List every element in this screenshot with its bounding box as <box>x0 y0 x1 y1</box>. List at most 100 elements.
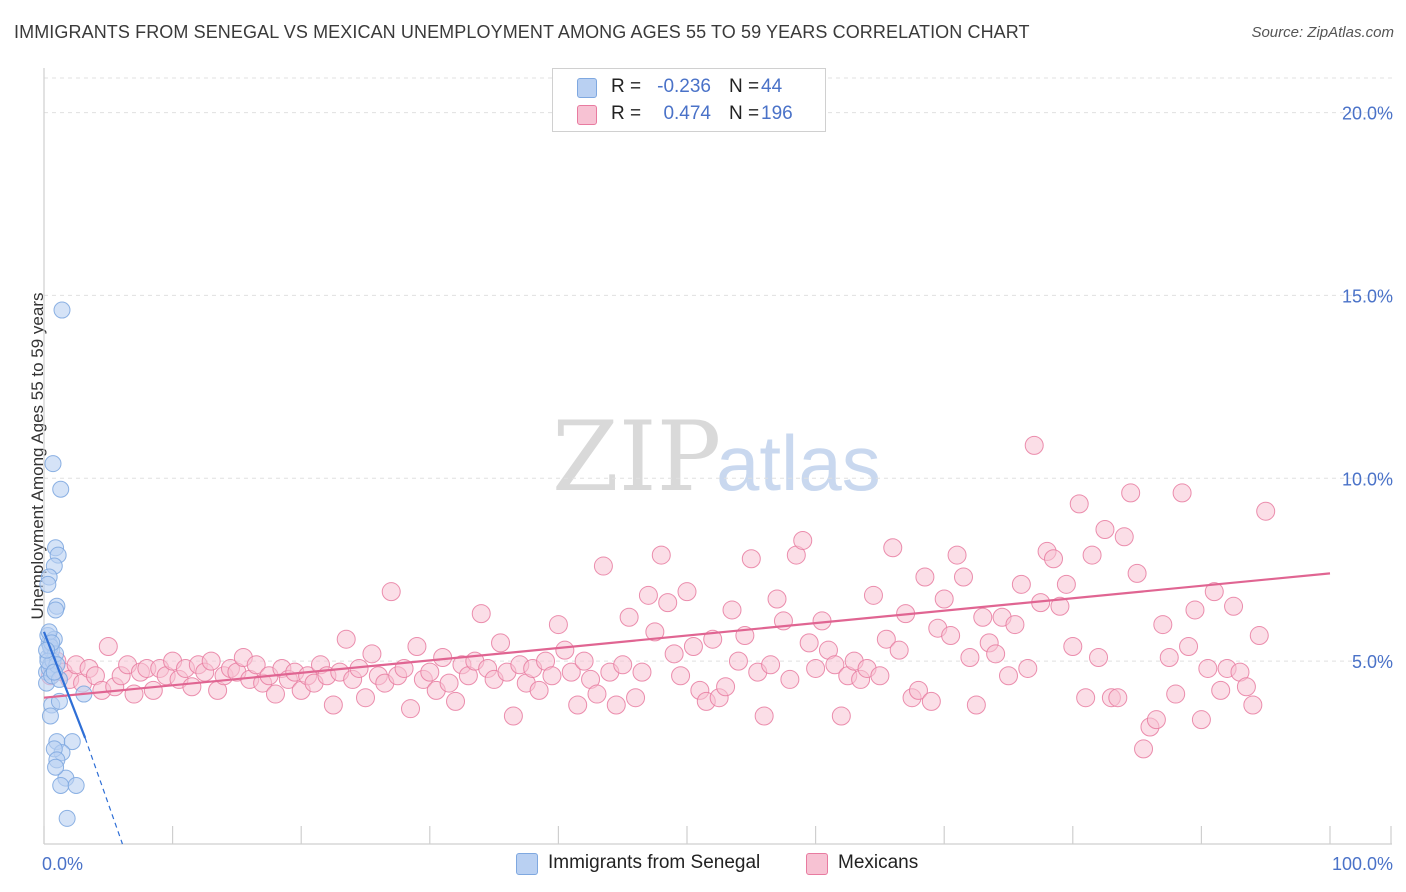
mexicans-point <box>1121 483 1141 503</box>
mexicans-point <box>1044 549 1064 569</box>
mexicans-point <box>806 658 826 678</box>
mexicans-point <box>1146 710 1166 730</box>
mexicans-point <box>381 582 401 602</box>
source-label: Source: ZipAtlas.com <box>1251 24 1394 41</box>
bottom-legend-mexicans: Mexicans <box>806 850 936 876</box>
mexicans-point <box>876 629 896 649</box>
mexicans-point <box>1236 677 1256 697</box>
mexicans-point <box>1179 637 1199 657</box>
mexicans-point <box>671 666 691 686</box>
mexicans-point <box>716 677 736 697</box>
mexicans-point <box>664 644 684 664</box>
watermark-atlas: atlas <box>716 419 881 507</box>
mexicans-point <box>1095 519 1115 539</box>
mexicans-point <box>1191 710 1211 730</box>
mexicans-point <box>1076 688 1096 708</box>
senegal-point <box>58 809 76 827</box>
mexicans-point <box>825 655 845 675</box>
mexicans-point <box>1243 695 1263 715</box>
senegal-point <box>39 575 57 593</box>
y-tick-label: 5.0% <box>1352 652 1393 672</box>
mexicans-point <box>722 600 742 620</box>
senegal-point <box>47 758 65 776</box>
mexicans-point <box>143 680 163 700</box>
senegal-trend-extension <box>84 737 124 845</box>
mexicans-point <box>754 706 774 726</box>
senegal-point <box>53 301 71 319</box>
legend-r-value: -0.236 <box>657 76 711 97</box>
mexicans-point <box>941 626 961 646</box>
mexicans-point <box>593 556 613 576</box>
mexicans-point <box>728 651 748 671</box>
senegal-point <box>67 776 85 794</box>
mexicans-point <box>1018 658 1038 678</box>
mexicans-point <box>1256 501 1276 521</box>
mexicans-point <box>548 615 568 635</box>
senegal-trend-line <box>42 631 87 739</box>
mexicans-point <box>889 640 909 660</box>
mexicans-point <box>863 585 883 605</box>
mexicans-point <box>1127 563 1147 583</box>
bottom-legend-senegal: Immigrants from Senegal <box>516 850 796 876</box>
senegal-point <box>63 733 81 751</box>
mexicans-point <box>503 706 523 726</box>
mexicans-point <box>568 695 588 715</box>
mexicans-point <box>606 695 626 715</box>
mexicans-point <box>934 589 954 609</box>
bottom-legend-label-mexicans: Mexicans <box>838 852 919 873</box>
mexicans-point <box>1108 688 1128 708</box>
mexicans-point <box>587 684 607 704</box>
bottom-legend-swatch-blue <box>516 853 538 875</box>
mexicans-point <box>1024 435 1044 455</box>
senegal-point <box>41 707 59 725</box>
mexicans-point <box>619 607 639 627</box>
mexicans-point <box>870 666 890 686</box>
senegal-point <box>52 776 70 794</box>
legend-swatch-pink <box>577 105 597 125</box>
mexicans-point <box>1011 574 1031 594</box>
mexicans-point <box>439 673 459 693</box>
mexicans-point <box>793 530 813 550</box>
mexicans-point <box>960 647 980 667</box>
legend-n-label: N = <box>729 103 760 124</box>
mexicans-point <box>98 637 118 657</box>
mexicans-point <box>265 684 285 704</box>
mexicans-point <box>973 607 993 627</box>
senegal-point <box>47 601 65 619</box>
legend-r-label: R = <box>611 76 642 97</box>
mexicans-point <box>677 582 697 602</box>
mexicans-point <box>999 666 1018 686</box>
mexicans-point <box>1224 596 1244 616</box>
mexicans-point <box>1249 626 1269 646</box>
mexicans-point <box>336 629 356 649</box>
y-tick-label: 15.0% <box>1342 286 1393 306</box>
mexicans-point <box>1082 545 1102 565</box>
mexicans-point <box>1185 600 1205 620</box>
mexicans-point <box>446 691 466 711</box>
legend-r-label: R = <box>611 103 642 124</box>
mexicans-point <box>638 585 658 605</box>
legend-n-label: N = <box>729 76 760 97</box>
watermark-zip: ZIP <box>552 401 721 513</box>
mexicans-point <box>953 567 973 587</box>
x-tick-label: 0.0% <box>42 854 83 874</box>
mexicans-point <box>915 567 935 587</box>
mexicans-point <box>323 695 343 715</box>
mexicans-point <box>529 680 549 700</box>
correlation-legend: R = -0.236 N = 44 R = 0.474 N = 196 <box>552 68 826 132</box>
legend-n-value: 44 <box>761 76 783 97</box>
senegal-point <box>52 480 70 498</box>
mexicans-point <box>356 688 375 708</box>
mexicans-point <box>761 655 781 675</box>
mexicans-point <box>574 651 594 671</box>
mexicans-point <box>401 699 421 719</box>
y-tick-label: 20.0% <box>1342 104 1393 124</box>
mexicans-point <box>1069 494 1089 514</box>
mexicans-point <box>246 655 266 675</box>
mexicans-point <box>1050 596 1070 616</box>
mexicans-point <box>645 622 665 642</box>
mexicans-point <box>555 640 575 660</box>
legend-row-mexicans: R = 0.474 N = 196 <box>553 102 825 128</box>
senegal-point <box>44 455 62 473</box>
